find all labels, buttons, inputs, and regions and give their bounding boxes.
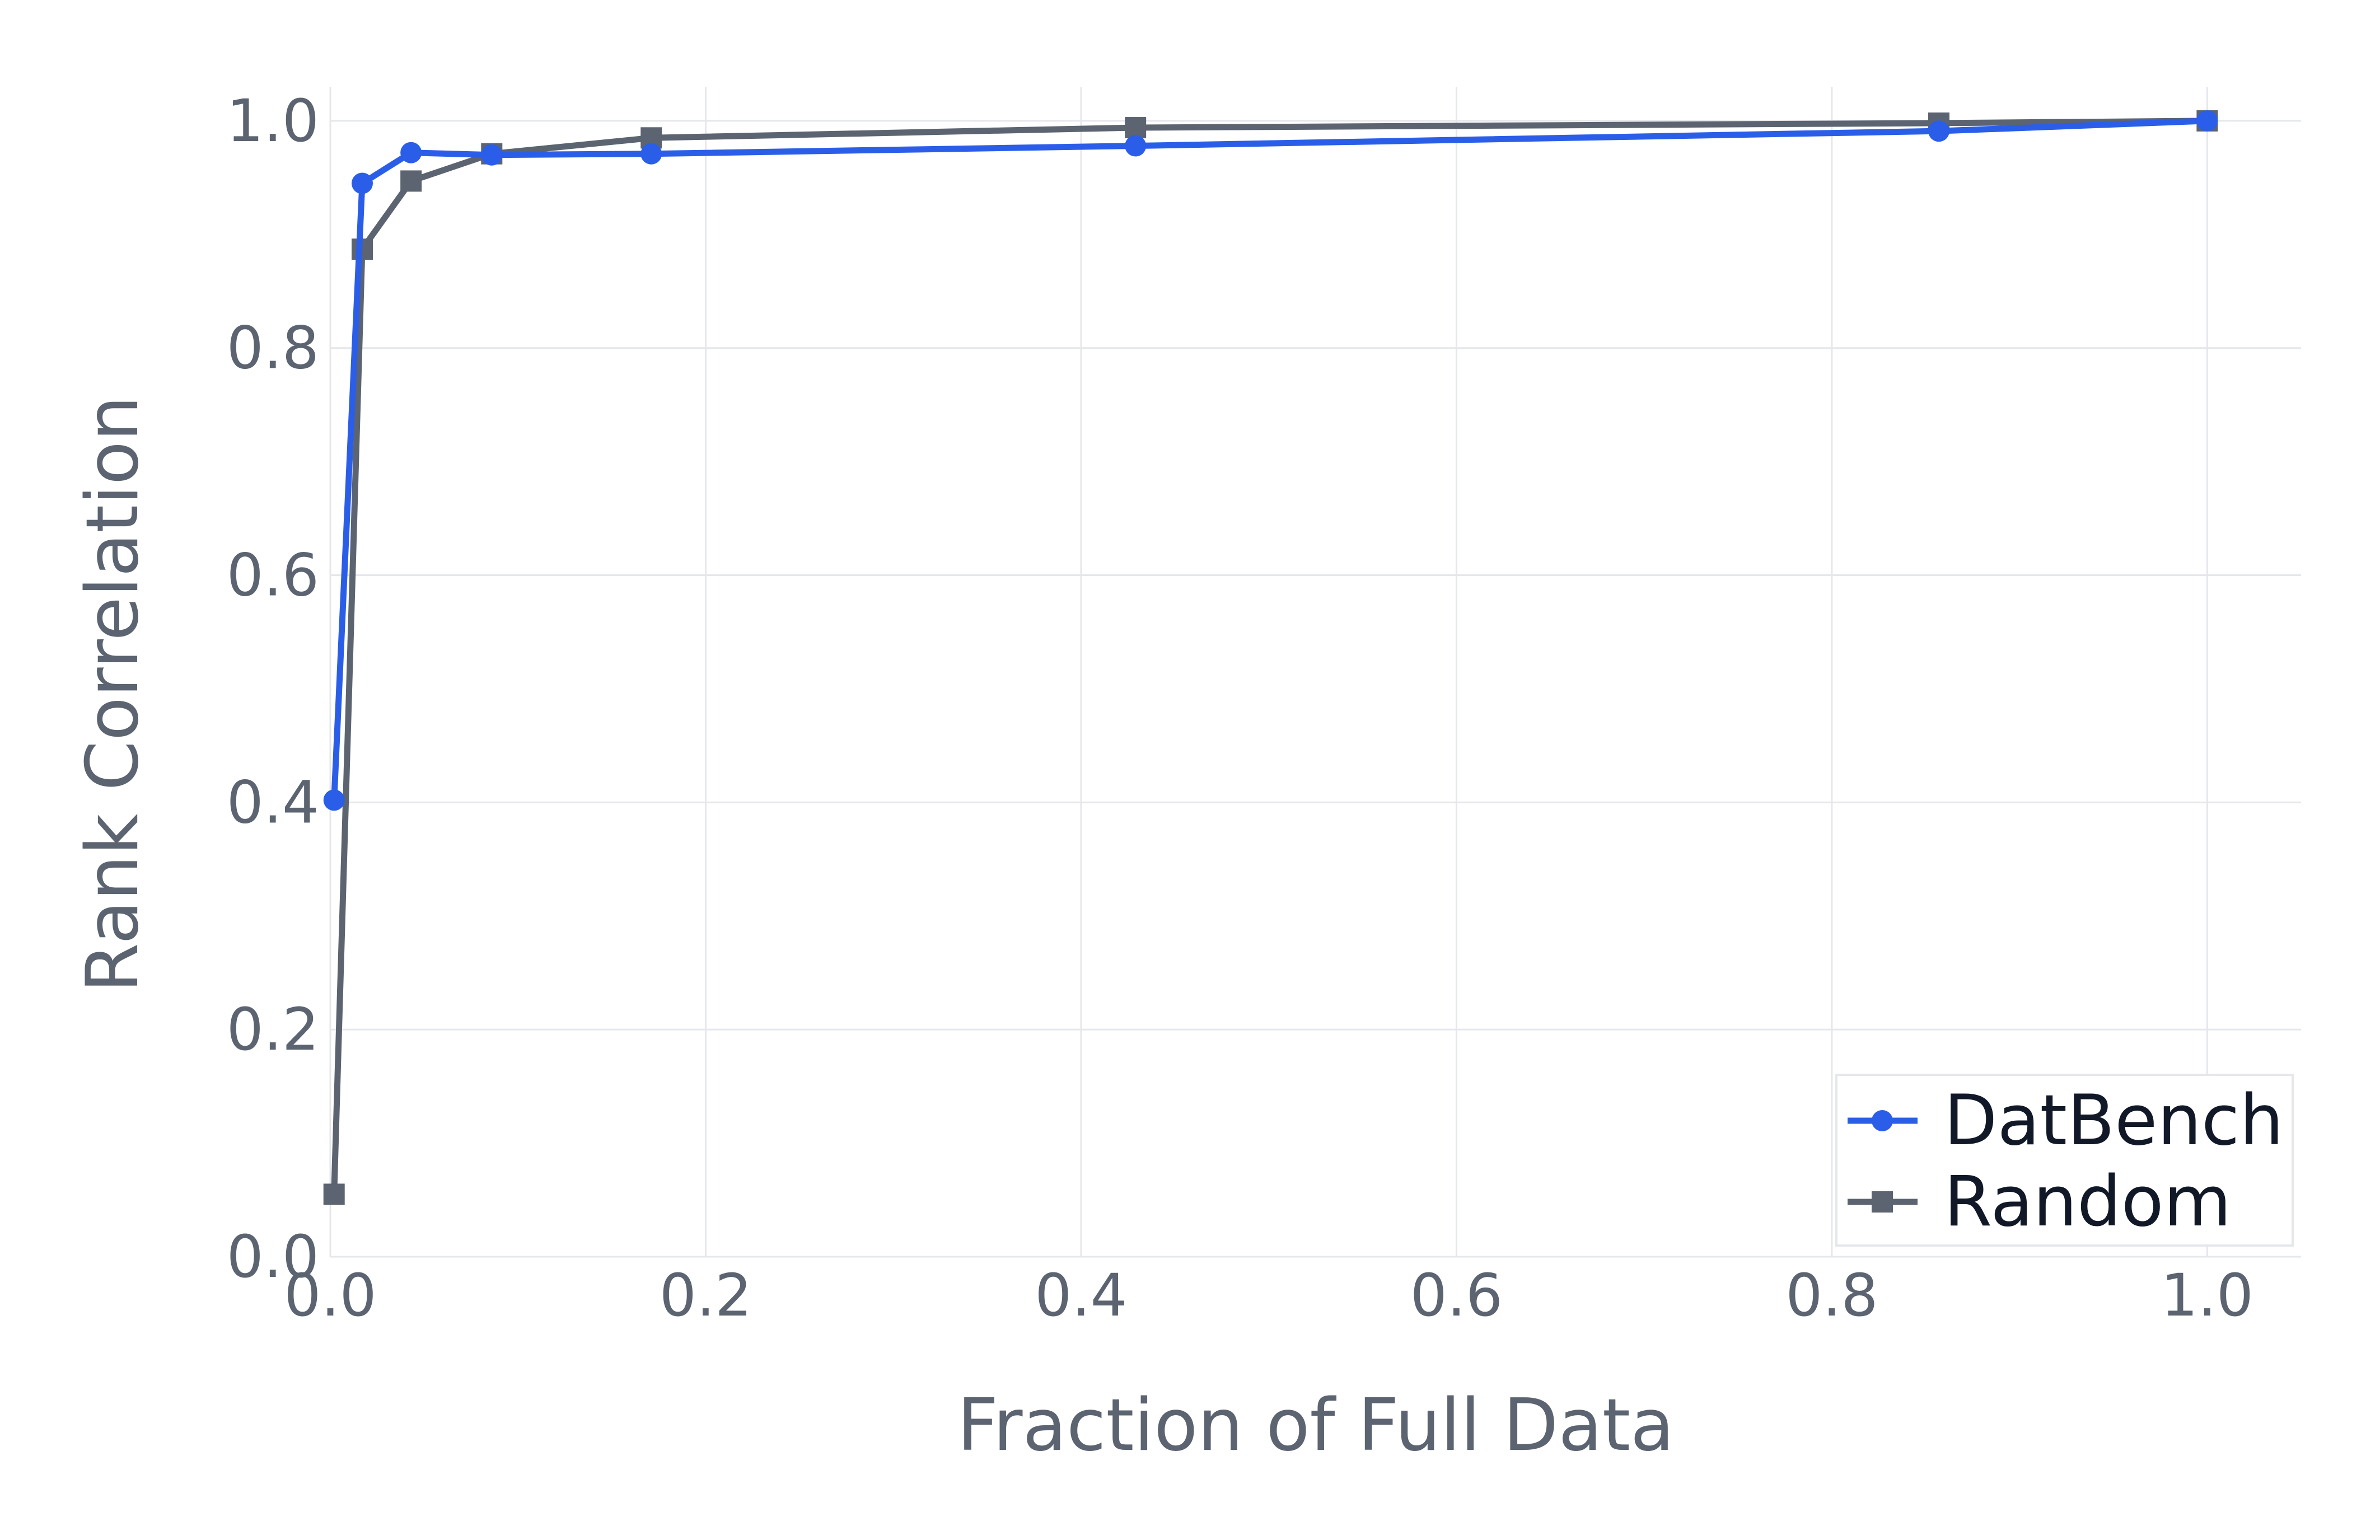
data-point: [351, 172, 373, 194]
x-tick-label: 1.0: [2161, 1261, 2253, 1330]
legend-label: Random: [1944, 1162, 2231, 1242]
x-tick-label: 0.0: [284, 1261, 376, 1330]
y-tick-label: 0.8: [227, 314, 319, 382]
data-point: [323, 789, 345, 811]
y-tick-label: 0.2: [227, 995, 319, 1064]
legend-item-datbench: DatBench: [1848, 1080, 2284, 1161]
data-point: [481, 144, 503, 166]
x-tick-label: 0.6: [1410, 1261, 1503, 1330]
legend-marker: [1872, 1110, 1893, 1131]
data-point: [400, 170, 422, 192]
legend-box: [1835, 1074, 2294, 1247]
x-tick-label: 0.4: [1035, 1261, 1127, 1330]
data-point: [400, 142, 422, 163]
y-tick-label: 0.4: [227, 768, 319, 836]
x-tick-label: 0.8: [1785, 1261, 1878, 1330]
data-point: [323, 1183, 345, 1205]
legend-label: DatBench: [1944, 1080, 2284, 1161]
x-tick-label: 0.2: [660, 1261, 752, 1330]
data-point: [1928, 120, 1949, 142]
x-axis-title: Fraction of Full Data: [957, 1384, 1675, 1467]
series-random: [323, 110, 2218, 1205]
y-axis-title: Rank Correlation: [71, 396, 155, 993]
x-axis-ticks: 0.0 0.2 0.4 0.6 0.8 1.0: [284, 1261, 2253, 1330]
y-tick-label: 1.0: [227, 87, 319, 155]
series-line: [331, 118, 2208, 801]
y-tick-label: 0.0: [227, 1223, 319, 1291]
y-tick-label: 0.6: [227, 541, 319, 610]
series-datbench: [323, 110, 2218, 811]
legend-item-random: Random: [1848, 1162, 2231, 1242]
data-point: [1125, 135, 1147, 157]
data-point: [640, 143, 662, 165]
y-axis-ticks: 0.0 0.2 0.4 0.6 0.8 1.0: [227, 87, 319, 1291]
legend-marker: [1872, 1191, 1893, 1213]
data-point: [2196, 110, 2218, 132]
series-layer: [323, 110, 2218, 1205]
data-point: [1125, 117, 1147, 139]
grid: [329, 87, 2301, 1258]
series-line: [331, 118, 2208, 1195]
